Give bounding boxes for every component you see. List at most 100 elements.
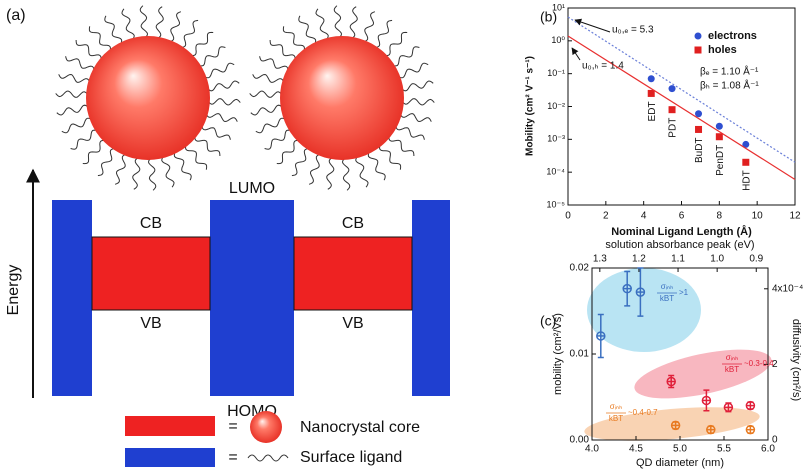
ligands <box>55 5 435 191</box>
ligand <box>384 31 408 57</box>
annotation: u₀,ₑ = 5.3 <box>612 25 654 36</box>
x-tick-label: 0 <box>565 211 571 222</box>
ligand-label: BuDT <box>694 137 705 163</box>
ligand-label: PDT <box>668 118 679 138</box>
legend-ligand-icon <box>247 454 289 462</box>
panel-label: (c) <box>540 313 556 329</box>
ligand <box>114 153 127 185</box>
region <box>587 268 701 352</box>
ligand <box>315 8 329 41</box>
data-point <box>695 110 703 118</box>
annotation-arrow <box>571 47 581 61</box>
ligand-barrier <box>52 200 92 396</box>
x-tick-label: 6 <box>679 211 685 222</box>
ligand <box>75 39 102 61</box>
legend-equals: = <box>228 449 237 466</box>
ligand <box>203 62 235 79</box>
fit-line <box>567 35 796 180</box>
ligand <box>392 46 420 67</box>
cb-label: CB <box>140 215 162 232</box>
ligand <box>58 73 91 83</box>
ligand <box>282 26 305 52</box>
x-axis-label: Nominal Ligand Length (Å) <box>611 225 752 238</box>
ligand <box>363 11 376 43</box>
y-axis-label: mobility (cm²/Vs) <box>552 313 564 395</box>
ligand <box>82 139 106 165</box>
ligand-barrier <box>210 200 294 396</box>
annotation-den: kBT <box>609 414 623 423</box>
ligand <box>397 62 429 79</box>
legend-marker <box>694 46 702 54</box>
annotation-rest: ~0.3-0.4 <box>744 359 774 368</box>
ligand <box>388 135 415 157</box>
core <box>86 36 210 160</box>
ligand <box>249 90 283 98</box>
y-tick-label: 10⁻¹ <box>547 68 565 78</box>
ligand <box>88 26 111 52</box>
y-tick-label: 10⁻² <box>547 101 565 111</box>
x-tick-label: 4.5 <box>629 444 643 455</box>
panel-label: (b) <box>540 9 557 25</box>
x-tick-label: 4.0 <box>585 444 599 455</box>
vb-label: VB <box>342 315 363 332</box>
legend-text: Surface ligand <box>300 449 402 466</box>
ligand <box>291 147 310 177</box>
ligand <box>264 129 292 150</box>
ligand-barrier <box>412 200 450 396</box>
x-tick-label: 10 <box>752 211 764 222</box>
ligand <box>298 15 317 45</box>
y-tick-label: 0.00 <box>570 435 590 446</box>
annotation: βₑ = 1.10 Å⁻¹ <box>700 65 759 78</box>
data-point <box>715 122 723 130</box>
ligand <box>255 117 287 134</box>
ligand <box>333 5 343 39</box>
ligand <box>65 56 95 72</box>
legend-label: holes <box>708 44 737 56</box>
annotation-den: kBT <box>725 365 739 374</box>
panel-b: (b) 0 2 4 6 8 10 12 10⁻⁵ 10⁻⁴ 10⁻³ 10⁻² 10⁻¹ 10⁰ 10¹ No… <box>525 2 801 238</box>
x-tick-label: 8 <box>717 211 723 222</box>
region <box>634 349 772 399</box>
x2-tick-label: 1.0 <box>710 254 724 265</box>
annotation-num: σᵢₙₕ <box>661 282 674 291</box>
x2-tick-label: 1.2 <box>632 254 646 265</box>
ligand <box>207 98 241 106</box>
y-tick-label: 0.02 <box>570 263 590 274</box>
vb-label: VB <box>140 315 161 332</box>
legend-equals: = <box>228 418 237 435</box>
y-axis-label: Mobility (cm² V⁻¹ s⁻¹) <box>525 56 536 156</box>
ligand <box>139 5 149 39</box>
annotation-num: σᵢₙₕ <box>610 402 623 411</box>
annotation-rest: ~0.4-0.7 <box>628 408 658 417</box>
ligand <box>198 46 226 67</box>
data-point <box>715 133 723 141</box>
data-point <box>742 158 750 166</box>
ligand <box>259 56 289 72</box>
y2-tick-label: 2 <box>772 359 778 370</box>
x2-tick-label: 1.1 <box>671 254 685 265</box>
data-point <box>647 89 655 97</box>
ligand <box>341 157 351 191</box>
ligand <box>121 8 135 41</box>
core <box>280 36 404 160</box>
ligand <box>326 156 335 190</box>
ligand <box>374 19 393 49</box>
ligand <box>56 104 90 116</box>
ligand <box>379 144 402 170</box>
ligand <box>399 113 432 123</box>
x-tick-label: 4 <box>641 211 647 222</box>
annotation: u₀,ₕ = 1.4 <box>582 61 624 72</box>
data-point <box>647 75 655 83</box>
panel-label: (a) <box>6 7 26 24</box>
ligand <box>194 135 221 157</box>
legend-marker <box>694 32 702 40</box>
y2-tick-label: 4x10⁻⁴ <box>772 283 803 294</box>
y-tick-label: 10⁻⁴ <box>546 167 565 177</box>
y-tick-label: 0.01 <box>570 349 590 360</box>
ligand <box>395 124 425 140</box>
x2-tick-label: 1.3 <box>593 254 607 265</box>
data-point <box>742 140 750 148</box>
ligand <box>201 124 231 140</box>
